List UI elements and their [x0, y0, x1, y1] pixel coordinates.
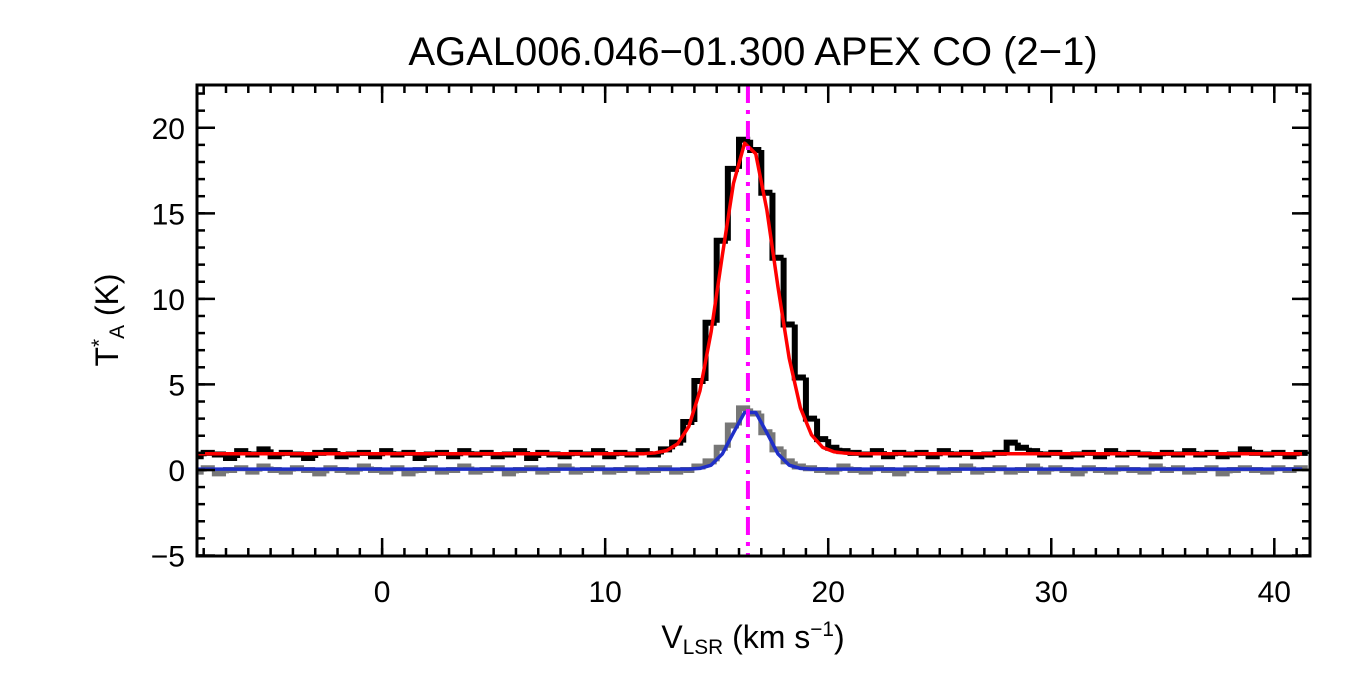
plot-area: [197, 85, 1308, 556]
plot-frame: [195, 83, 1312, 558]
spectrum-step: [780, 257, 795, 328]
spectrum-step: [234, 448, 249, 458]
spectrum-step: [301, 454, 316, 461]
label-part: V: [661, 619, 683, 655]
x-tick-label: 0: [374, 576, 391, 609]
y-tick-label: 10: [152, 284, 185, 317]
spectrum-step: [267, 449, 282, 460]
spectrum-step: [1070, 469, 1085, 477]
label-part: (km s: [723, 619, 810, 655]
x-tick-label: 30: [1035, 576, 1068, 609]
spectrum-step: [769, 192, 784, 261]
spectrum-step: [802, 377, 818, 422]
y-tick-label: 5: [168, 369, 185, 402]
x-tick-label: 40: [1258, 576, 1291, 609]
spectrum-step: [892, 469, 907, 477]
x-tick-label: 20: [812, 576, 845, 609]
y-tick-label: −5: [151, 540, 185, 573]
x-tick-label: 10: [588, 576, 621, 609]
spectrum-step: [1003, 439, 1018, 453]
axes: 0 10 20 30 40 −5 0 5 10 15 20: [151, 83, 1312, 609]
y-tick-label: 0: [168, 455, 185, 488]
spectrum-step: [312, 469, 327, 477]
y-tick-label: 15: [152, 198, 185, 231]
spectrum-step: [769, 432, 784, 453]
spectrum-step: [814, 418, 829, 443]
fit-curve: [198, 410, 1303, 471]
spectrum-step: [1025, 447, 1041, 455]
label-part: −1: [810, 618, 834, 641]
spectrum-step: [791, 324, 806, 381]
spectrum-step: [222, 454, 238, 461]
y-tick-label: 20: [152, 113, 185, 146]
label-part: T: [89, 347, 125, 367]
spectrum-step: [825, 439, 840, 451]
label-part: LSR: [683, 636, 723, 659]
label-part: ): [834, 619, 845, 655]
y-axis-label: T*A (K): [88, 273, 129, 366]
label-part: *: [88, 339, 111, 347]
spectrum-step: [1014, 442, 1029, 451]
label-part: (K): [89, 273, 125, 325]
chart-title: AGAL006.046−01.300 APEX CO (2−1): [408, 30, 1097, 74]
spectrum-step: [758, 150, 773, 196]
fit-curve: [198, 141, 1303, 456]
spectrum-step: [836, 447, 851, 455]
label-part: A: [106, 325, 129, 339]
x-axis-label: VLSR (km s−1): [661, 618, 844, 659]
